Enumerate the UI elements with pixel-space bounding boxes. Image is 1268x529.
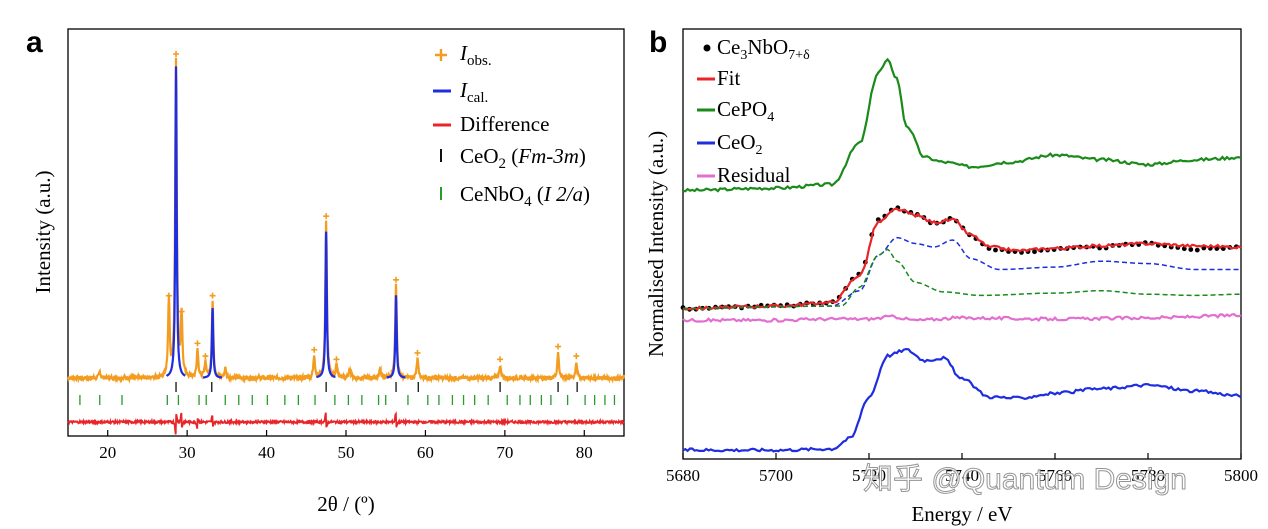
legend-name: Ce [717, 35, 740, 59]
legend-phase-open: ( [532, 182, 544, 206]
legend-name: CeO [460, 144, 499, 168]
legend-phase-close: ) [579, 144, 586, 168]
observed-peak-marker [573, 353, 580, 360]
legend-name: Residual [717, 163, 791, 187]
legend-label-4: CeNbO4 (I 2/a) [460, 182, 590, 210]
x-tick-label-5700: 5700 [759, 466, 793, 485]
legend-name: CePO [717, 97, 767, 121]
legend-sub: 4 [524, 194, 532, 210]
panel-a-x-axis-label: 2θ / (º) [317, 492, 374, 516]
legend-label-1: Ical. [459, 78, 488, 106]
calculated-peak-1 [203, 307, 223, 379]
series-line-fit [682, 207, 1242, 311]
legend-dot [703, 44, 711, 52]
data-point [1188, 247, 1194, 252]
legend-label-3: CeO2 [717, 130, 763, 158]
observed-peak-marker [555, 343, 562, 350]
x-tick-label-5760: 5760 [1038, 466, 1072, 485]
series-line-residual [682, 313, 1242, 323]
panel-b-label: b [649, 26, 667, 59]
series-line-cepo4component [683, 248, 1241, 310]
legend-sub: 2 [499, 156, 507, 172]
data-point [1194, 247, 1200, 253]
calculated-peak-3 [386, 295, 406, 379]
difference-line [67, 411, 625, 435]
legend-label-2: CePO4 [717, 97, 774, 125]
legend-phase: Fm-3m [517, 144, 579, 168]
observed-peak-marker [209, 292, 216, 299]
x-tick-label-80: 80 [576, 443, 593, 462]
panel-b-legend: Ce3NbO7+δ Fit CePO4 CeO2 Residual [697, 35, 810, 187]
legend-phase: I 2/a [543, 182, 583, 206]
panel-a: a 20 30 40 50 60 70 80 Intensity (a.u.) 2θ / (… [26, 26, 626, 516]
observed-peak-marker [202, 353, 209, 360]
legend-sub: cal. [467, 90, 488, 106]
legend-name: I [459, 78, 468, 102]
panel-b-y-axis-label: Normalised Intensity (a.u.) [644, 131, 668, 357]
x-tick-label-50: 50 [338, 443, 355, 462]
series-line-ceo2component [683, 236, 1241, 310]
observed-peak-marker [311, 346, 318, 353]
data-point [1032, 249, 1037, 255]
observed-peak-marker [333, 356, 340, 363]
observed-peak-marker [497, 356, 504, 363]
legend-name: I [459, 41, 468, 65]
series-line-cepo4 [682, 57, 1242, 193]
legend-sub: 2 [756, 143, 763, 158]
panel-a-y-axis-label: Intensity (a.u.) [31, 170, 55, 293]
panel-b-plot-area [680, 57, 1242, 453]
legend-obs-marker [435, 49, 447, 61]
legend-sub: obs. [467, 53, 492, 69]
legend-sub: 3 [740, 48, 747, 63]
observed-peak-marker [414, 349, 421, 356]
legend-label-1: Fit [717, 66, 741, 90]
legend-phase-close: ) [583, 182, 590, 206]
legend-label-3: CeO2 (Fm-3m) [460, 144, 586, 172]
calculated-peak-2 [316, 231, 336, 378]
x-tick-label-60: 60 [417, 443, 434, 462]
legend-phase-open: ( [506, 144, 518, 168]
data-point [993, 247, 998, 253]
observed-peak-marker [165, 292, 172, 299]
x-tick-label-70: 70 [496, 443, 513, 462]
x-tick-label-40: 40 [258, 443, 275, 462]
observed-peak-marker [323, 213, 330, 220]
x-tick-label-5680: 5680 [666, 466, 700, 485]
panel-a-x-ticks: 20 30 40 50 60 70 80 [99, 430, 593, 462]
legend-name2: NbO [747, 35, 788, 59]
x-tick-label-5780: 5780 [1131, 466, 1165, 485]
panel-a-label: a [26, 26, 43, 59]
legend-label-0: Ce3NbO7+δ [717, 35, 810, 63]
x-tick-label-30: 30 [179, 443, 196, 462]
legend-name: CeO [717, 130, 756, 154]
series-line-ceo2 [682, 347, 1242, 453]
legend-label-0: Iobs. [459, 41, 492, 69]
legend-label-4: Residual [717, 163, 791, 187]
x-tick-label-5720: 5720 [852, 466, 886, 485]
panel-b: b 5680 5700 5720 5740 5760 5780 5800 Normalise… [644, 26, 1258, 526]
observed-peak-marker [173, 51, 180, 57]
observed-peak-marker [178, 308, 185, 315]
calculated-peak-0 [165, 66, 186, 377]
legend-sub2: 7+δ [788, 48, 810, 63]
x-tick-label-20: 20 [99, 443, 116, 462]
watermark: 知乎 @Quantum Design [863, 463, 1187, 496]
observed-peak-marker [194, 340, 201, 347]
panel-b-x-ticks: 5680 5700 5720 5740 5760 5780 5800 [666, 453, 1258, 485]
panel-a-plot-area [67, 51, 626, 435]
legend-label-2: Difference [460, 112, 549, 136]
x-tick-label-5800: 5800 [1224, 466, 1258, 485]
legend-name: Fit [717, 66, 741, 90]
panel-b-x-axis-label: Energy / eV [911, 502, 1012, 526]
legend-name: Difference [460, 112, 549, 136]
x-tick-label-5740: 5740 [945, 466, 979, 485]
observed-pattern-line [67, 57, 626, 384]
legend-name: CeNbO [460, 182, 524, 206]
legend-sub: 4 [767, 110, 774, 125]
observed-peak-marker [393, 276, 400, 283]
